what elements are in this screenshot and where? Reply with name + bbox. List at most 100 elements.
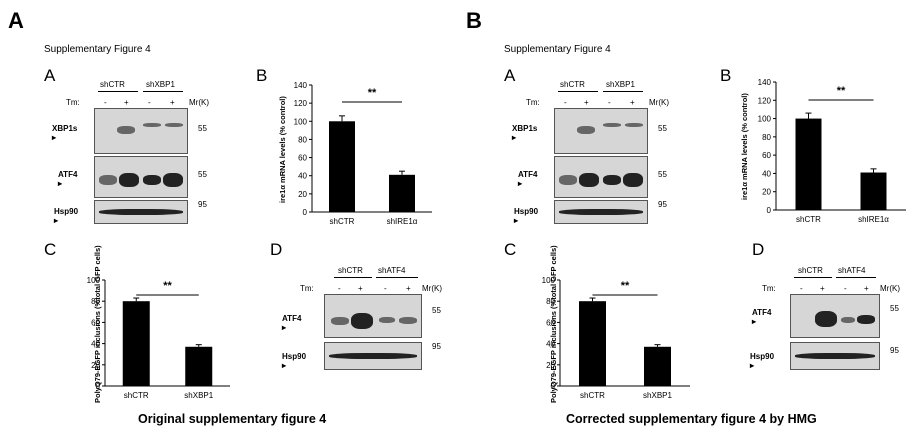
- y-tick-label: 140: [294, 81, 308, 90]
- mr-label: Mr(K): [880, 284, 900, 293]
- bar: [795, 118, 822, 210]
- y-tick-label: 20: [298, 190, 307, 199]
- blot-strip-hsp90: [324, 342, 422, 370]
- y-tick-label: 40: [91, 340, 100, 349]
- supp-title-left: Supplementary Figure 4: [44, 44, 151, 55]
- marker: 95: [890, 346, 899, 355]
- tm-label: Tm:: [66, 98, 80, 107]
- row-label-xbp1s: XBP1s ▸: [512, 124, 538, 142]
- row-label-hsp90: Hsp90 ▸: [54, 207, 79, 225]
- group-rule: [376, 277, 418, 278]
- group-label: shCTR: [560, 80, 585, 89]
- y-tick-label: 0: [551, 382, 556, 391]
- mr-label: Mr(K): [422, 284, 442, 293]
- y-tick-label: 40: [762, 169, 771, 178]
- row-label-atf4: ATF4 ▸: [58, 170, 78, 188]
- tm-value: +: [584, 98, 589, 107]
- x-tick-label: shIRE1α: [387, 217, 418, 226]
- group-label: shXBP1: [606, 80, 635, 89]
- group-label: shCTR: [338, 266, 363, 275]
- sublabel-a-left: A: [44, 66, 56, 85]
- y-tick-label: 60: [298, 154, 307, 163]
- blot-strip-atf4: [554, 156, 648, 198]
- bar: [329, 121, 355, 212]
- y-tick-label: 60: [762, 151, 771, 160]
- group-rule: [143, 91, 183, 92]
- y-tick-label: 60: [546, 318, 555, 327]
- x-tick-label: shXBP1: [643, 391, 672, 400]
- marker: 95: [198, 200, 207, 209]
- group-label: shCTR: [798, 266, 823, 275]
- group-rule: [334, 277, 372, 278]
- significance-label: **: [837, 85, 846, 97]
- x-tick-label: shCTR: [796, 215, 821, 224]
- mr-label: Mr(K): [649, 98, 669, 107]
- tm-label: Tm:: [762, 284, 776, 293]
- sublabel-a-right: A: [504, 66, 516, 85]
- tm-value: +: [630, 98, 635, 107]
- marker: 95: [658, 200, 667, 209]
- blot-strip-atf4: [94, 156, 188, 198]
- tm-value: +: [864, 284, 869, 293]
- y-tick-label: 20: [91, 361, 100, 370]
- y-tick-label: 0: [96, 382, 101, 391]
- blot-strip-atf4: [790, 294, 880, 338]
- tm-value: +: [358, 284, 363, 293]
- y-tick-label: 80: [546, 297, 555, 306]
- tm-value: +: [406, 284, 411, 293]
- bar: [389, 174, 415, 212]
- significance-label: **: [368, 87, 377, 99]
- significance-label: **: [621, 280, 630, 292]
- tm-value: -: [844, 284, 847, 293]
- tm-value: +: [124, 98, 129, 107]
- sublabel-c-left: C: [44, 240, 57, 259]
- significance-label: **: [163, 280, 172, 292]
- row-label-hsp90: Hsp90 ▸: [282, 352, 307, 370]
- blot-strip-hsp90: [790, 342, 880, 370]
- x-tick-label: shCTR: [330, 217, 355, 226]
- tm-label: Tm:: [300, 284, 314, 293]
- tm-value: -: [148, 98, 151, 107]
- bar: [579, 301, 606, 386]
- sublabel-d-right: D: [752, 240, 765, 259]
- tm-value: +: [170, 98, 175, 107]
- marker: 55: [890, 304, 899, 313]
- y-tick-label: 80: [91, 297, 100, 306]
- x-tick-label: shXBP1: [184, 391, 213, 400]
- panel-letter-right: B: [466, 8, 482, 33]
- blot-strip-hsp90: [94, 200, 188, 224]
- group-rule: [836, 277, 876, 278]
- chart-c-left: 0 20 40 60 80 100 shCTR shXBP1 **: [87, 276, 230, 400]
- tm-value: -: [104, 98, 107, 107]
- tm-value: -: [608, 98, 611, 107]
- marker: 55: [658, 170, 667, 179]
- tm-value: -: [338, 284, 341, 293]
- sublabel-d-left: D: [270, 240, 283, 259]
- caption-right: Corrected supplementary figure 4 by HMG: [566, 412, 817, 426]
- caption-left: Original supplementary figure 4: [138, 412, 327, 426]
- row-label-hsp90: Hsp90 ▸: [514, 207, 539, 225]
- row-label-hsp90: Hsp90 ▸: [750, 352, 775, 370]
- blot-strip-xbp1s: [94, 108, 188, 154]
- group-rule: [603, 91, 643, 92]
- panel-letter-left: A: [8, 8, 24, 33]
- chart-b-left: 0 20 40 60 80 100 120 140 shCTR shIRE1α **: [294, 81, 432, 226]
- marker: 55: [432, 306, 441, 315]
- mr-label: Mr(K): [189, 98, 209, 107]
- group-label: shATF4: [838, 266, 866, 275]
- x-tick-label: shCTR: [580, 391, 605, 400]
- y-tick-label: 100: [758, 115, 772, 124]
- blot-strip-hsp90: [554, 200, 648, 224]
- y-tick-label: 80: [298, 135, 307, 144]
- supp-title-right: Supplementary Figure 4: [504, 44, 611, 55]
- bar: [122, 301, 150, 386]
- y-tick-label: 60: [91, 318, 100, 327]
- blot-strip-atf4: [324, 294, 422, 338]
- tm-label: Tm:: [526, 98, 540, 107]
- tm-value: -: [384, 284, 387, 293]
- marker: 55: [198, 124, 207, 133]
- y-tick-label: 100: [294, 117, 308, 126]
- y-tick-label: 120: [758, 96, 772, 105]
